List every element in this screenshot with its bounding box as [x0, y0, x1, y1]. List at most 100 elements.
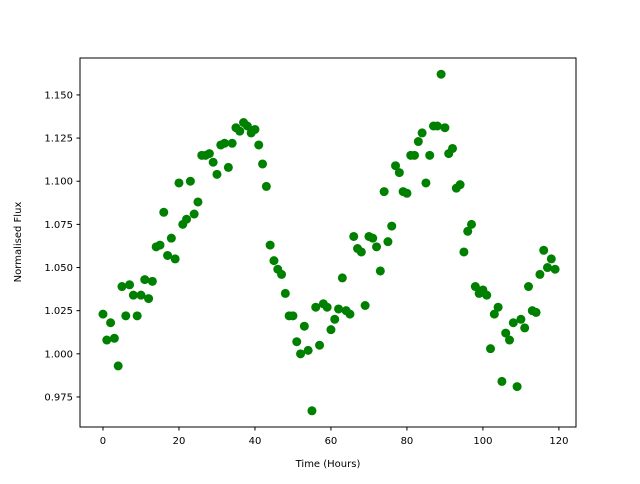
data-point [326, 325, 336, 335]
data-point [227, 138, 237, 148]
data-point [106, 318, 116, 328]
data-point [258, 159, 268, 169]
data-point [394, 168, 404, 178]
data-point [174, 178, 184, 188]
data-point [140, 275, 150, 285]
data-point [125, 280, 135, 290]
data-point [288, 311, 298, 321]
data-point [147, 276, 157, 286]
data-point [455, 180, 465, 190]
x-tick-label: 80 [401, 436, 414, 447]
y-tick-label: 1.100 [44, 177, 73, 188]
data-point [508, 318, 518, 328]
data-point [261, 181, 271, 191]
data-point [387, 221, 397, 231]
data-point [417, 128, 427, 138]
data-point [543, 263, 553, 273]
data-point [189, 209, 199, 219]
data-point [539, 245, 549, 255]
y-axis-label: Normalised Flux [13, 202, 24, 283]
data-point [459, 247, 469, 257]
y-tick-label: 1.025 [44, 306, 73, 317]
data-point [102, 335, 112, 345]
data-point [159, 207, 169, 217]
data-point [185, 176, 195, 186]
data-point [193, 197, 203, 207]
data-point [524, 282, 534, 292]
data-point [128, 290, 138, 300]
data-point [242, 121, 252, 131]
data-point [372, 242, 382, 252]
data-point [144, 294, 154, 304]
data-point [421, 178, 431, 188]
data-point [486, 344, 496, 354]
data-point [109, 333, 119, 343]
data-point [489, 309, 499, 319]
plot-frame [79, 57, 577, 428]
data-point [505, 335, 515, 345]
data-point [531, 307, 541, 317]
data-point [482, 290, 492, 300]
data-point [208, 157, 218, 167]
data-point [512, 382, 522, 392]
x-axis-label: Time (Hours) [295, 459, 361, 470]
data-point [113, 361, 123, 371]
data-point [375, 266, 385, 276]
data-point [410, 150, 420, 160]
data-point [546, 254, 556, 264]
y-axis-ticks: 0.975 1.000 1.025 1.050 1.075 1.100 1.125 1.150 [44, 90, 80, 403]
data-point [98, 309, 108, 319]
data-point [550, 264, 560, 274]
data-point [516, 314, 526, 324]
data-point [497, 376, 507, 386]
data-point [223, 162, 233, 172]
x-tick-label: 60 [325, 436, 338, 447]
data-point [303, 345, 313, 355]
data-point [170, 254, 180, 264]
data-point [121, 311, 131, 321]
data-point [254, 140, 264, 150]
y-tick-label: 1.050 [44, 263, 73, 274]
data-point [311, 302, 321, 312]
y-tick-label: 1.075 [44, 220, 73, 231]
data-point [463, 226, 473, 236]
data-point [425, 150, 435, 160]
data-point [383, 237, 393, 247]
data-point [368, 233, 378, 243]
data-point [337, 273, 347, 283]
data-point [269, 256, 279, 266]
y-tick-label: 1.000 [44, 349, 73, 360]
x-tick-label: 20 [173, 436, 186, 447]
data-point [307, 406, 317, 416]
x-tick-label: 100 [473, 436, 492, 447]
data-point [402, 188, 412, 198]
y-tick-label: 0.975 [44, 392, 73, 403]
data-points [98, 69, 560, 416]
x-tick-label: 40 [249, 436, 262, 447]
y-tick-label: 1.150 [44, 90, 73, 101]
data-point [360, 300, 370, 310]
data-point [204, 149, 214, 159]
data-point [345, 309, 355, 319]
data-point [391, 161, 401, 171]
data-point [163, 250, 173, 260]
data-point [299, 321, 309, 331]
data-point [322, 302, 332, 312]
x-tick-label: 0 [100, 436, 106, 447]
data-point [155, 240, 165, 250]
data-point [250, 124, 260, 134]
data-point [315, 340, 325, 350]
data-point [467, 219, 477, 229]
data-point [212, 169, 222, 179]
data-point [349, 231, 359, 241]
data-point [501, 328, 511, 338]
data-point [280, 288, 290, 298]
x-tick-label: 120 [549, 436, 568, 447]
data-point [334, 304, 344, 314]
data-point [166, 233, 176, 243]
data-point [235, 126, 245, 136]
data-point [440, 123, 450, 133]
x-axis-ticks: 0 20 40 60 80 100 120 [100, 427, 568, 447]
data-point [379, 187, 389, 197]
